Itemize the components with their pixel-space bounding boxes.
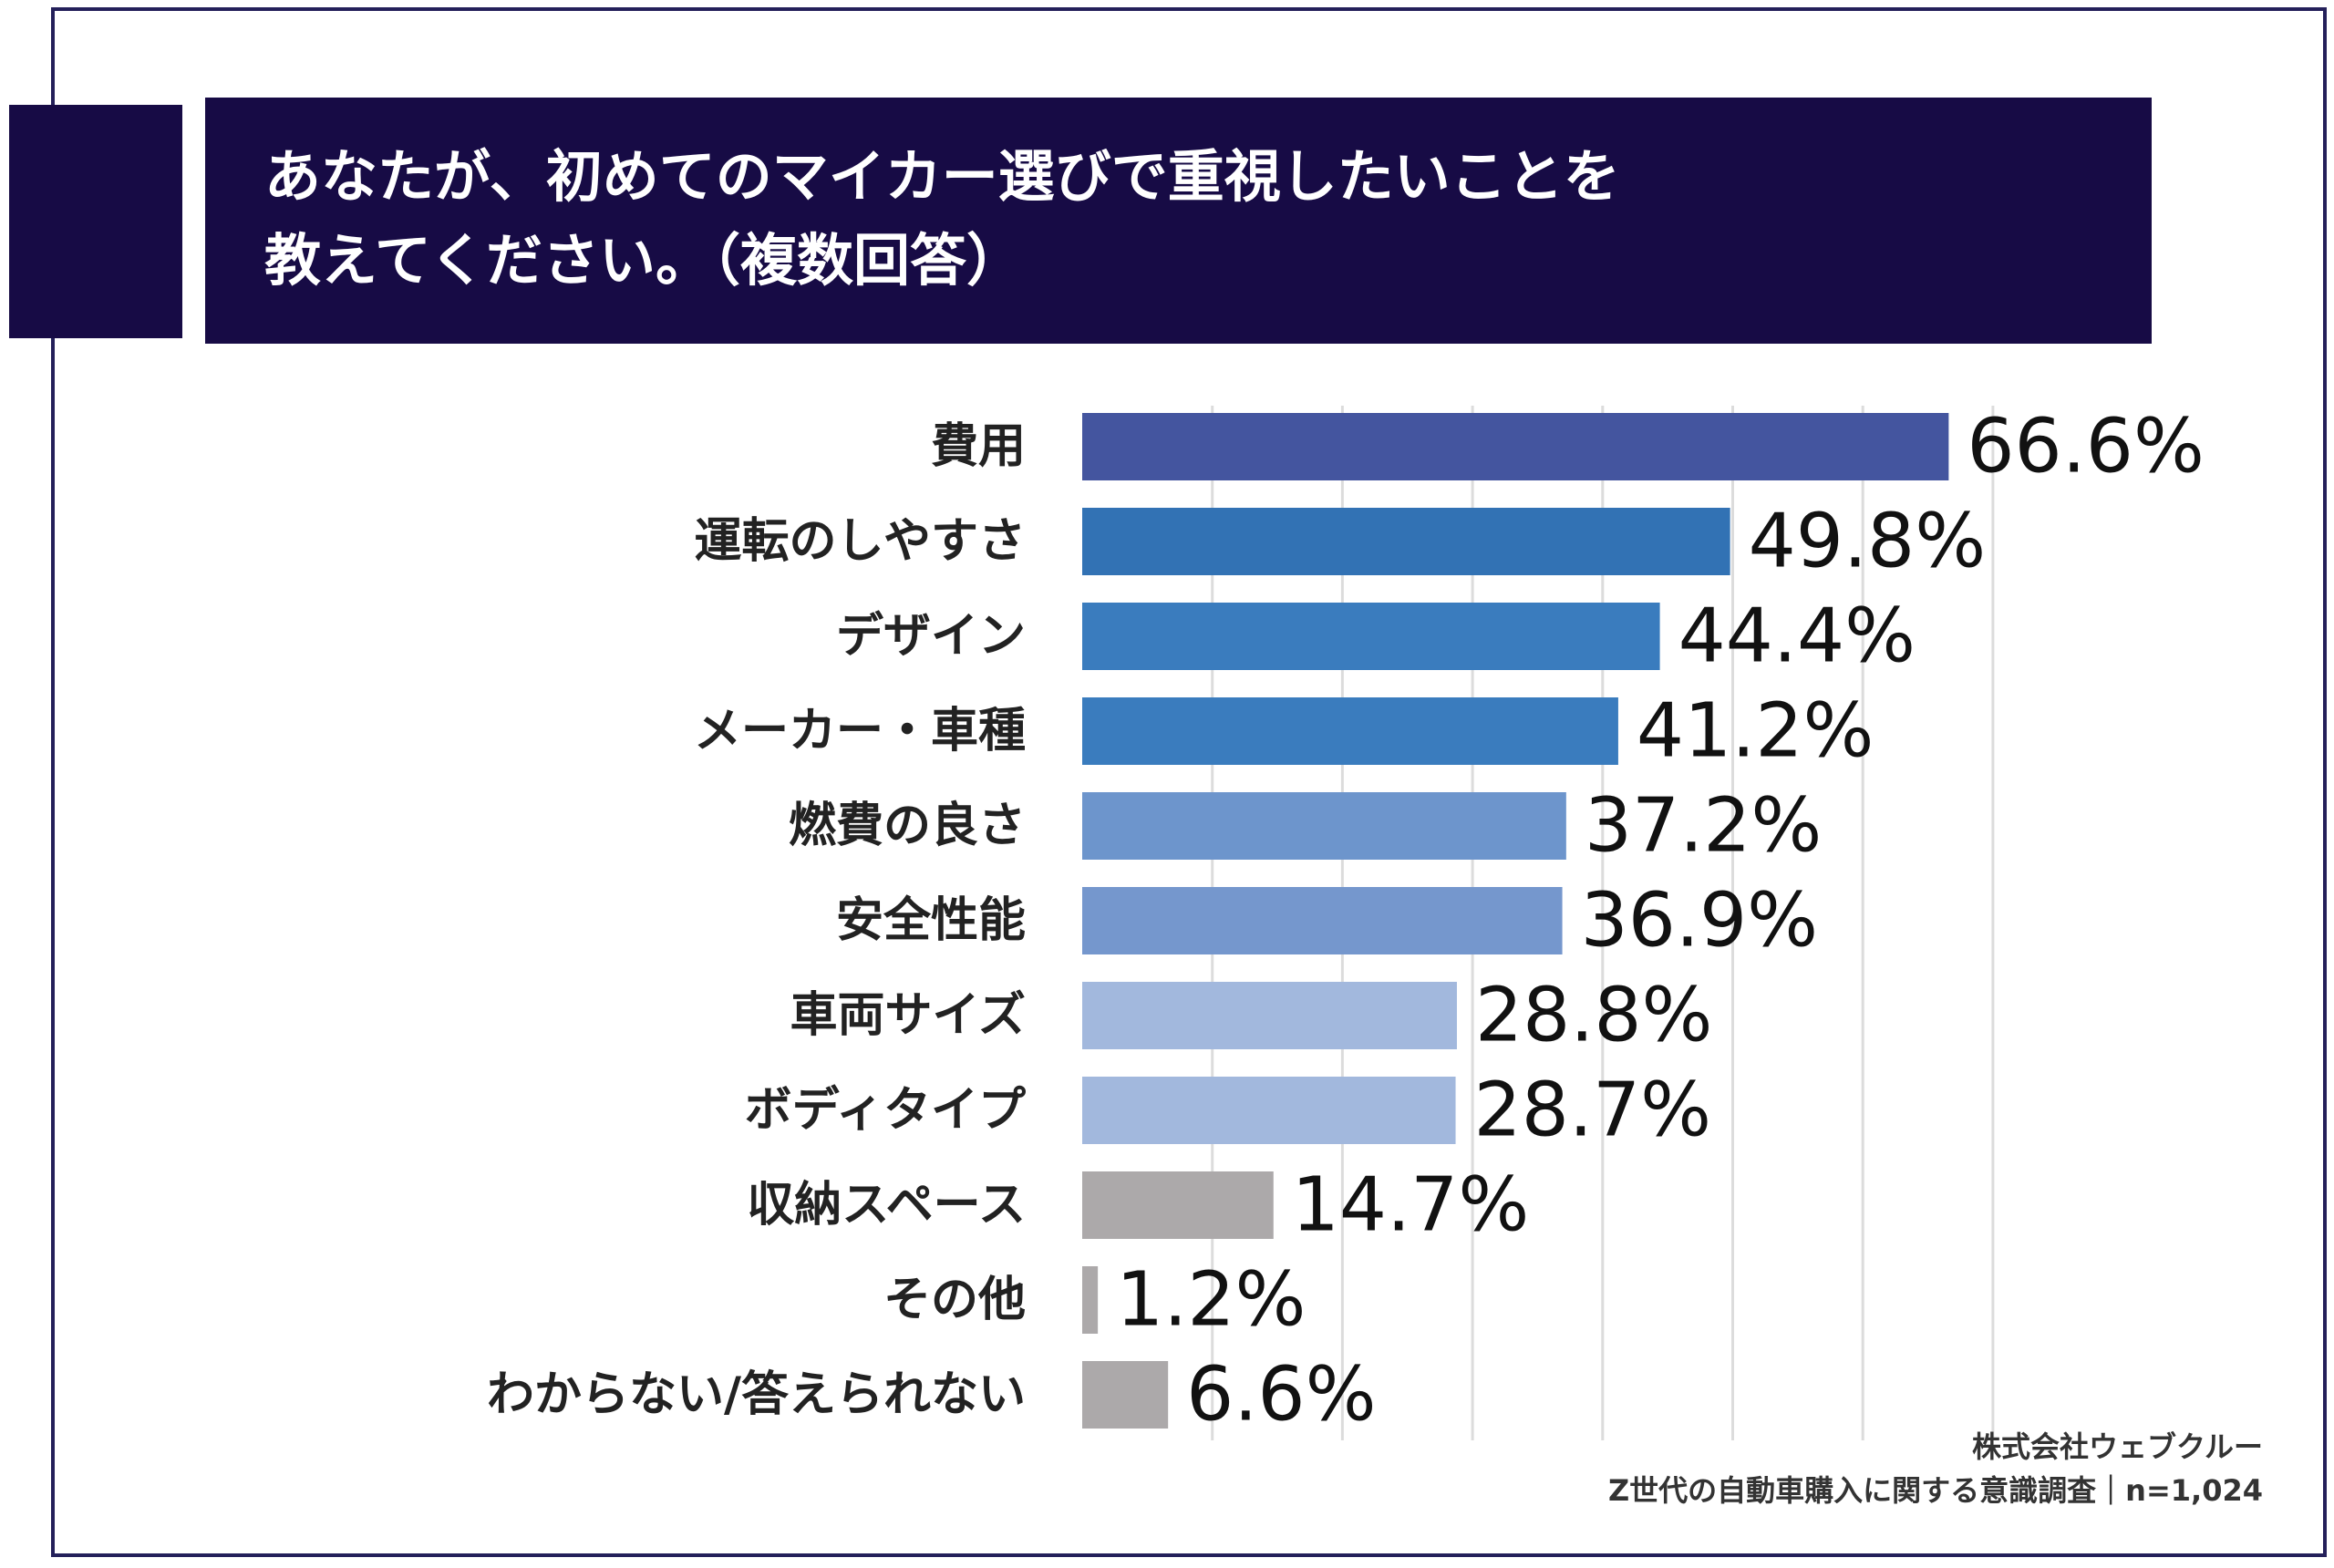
bar — [1082, 603, 1660, 670]
value-label: 28.7% — [1474, 1068, 1712, 1154]
bar — [1082, 1171, 1274, 1239]
category-label: わからない/答えられない — [487, 1367, 1026, 1422]
category-label: その他 — [883, 1273, 1026, 1327]
chart-title-line-1: あなたが、初めてのマイカー選びで重視したいことを — [264, 143, 1620, 210]
source-note: 株式会社ウェブクルー Z世代の自動車購入に関する意識調査｜n=1,024 — [1608, 1425, 2263, 1512]
value-label: 14.7% — [1292, 1162, 1530, 1249]
chart-title: あなたが、初めてのマイカー選びで重視したいことを 教えてください。（複数回答） — [264, 135, 2088, 303]
value-label: 6.6% — [1186, 1352, 1376, 1439]
category-label: 収納スペース — [747, 1178, 1026, 1233]
category-labels: 費用運転のしやすさデザインメーカー・車種燃費の良さ安全性能車両サイズボディタイプ… — [487, 419, 1026, 1422]
header-accent-block — [9, 105, 182, 338]
bar — [1082, 887, 1563, 954]
chart-frame — [51, 7, 2327, 1557]
category-label: 費用 — [931, 419, 1026, 474]
source-company: 株式会社ウェブクルー — [1971, 1429, 2263, 1464]
value-label: 1.2% — [1116, 1257, 1306, 1344]
category-label: 車両サイズ — [790, 988, 1026, 1043]
category-label: 運転のしやすさ — [695, 514, 1026, 569]
chart-title-line-2: 教えてください。（複数回答） — [264, 227, 1024, 294]
bars — [1082, 413, 1949, 1429]
category-label: メーカー・車種 — [694, 704, 1026, 758]
bar — [1082, 413, 1949, 480]
bar — [1082, 1266, 1099, 1334]
bar — [1082, 697, 1618, 765]
value-label: 36.9% — [1581, 878, 1819, 965]
header-banner — [205, 98, 2152, 344]
source-survey: Z世代の自動車購入に関する意識調査｜n=1,024 — [1607, 1473, 2263, 1508]
bar — [1082, 792, 1566, 860]
bar — [1082, 508, 1730, 575]
value-label: 49.8% — [1749, 499, 1987, 585]
category-label: デザイン — [836, 609, 1026, 664]
bar — [1082, 982, 1457, 1049]
value-labels: 66.6% 49.8%44.4%41.2%37.2%36.9%28.8% 28.7%… — [1116, 404, 2205, 1439]
value-label: 37.2% — [1585, 783, 1823, 870]
bar — [1082, 1361, 1169, 1429]
category-label: 燃費の良さ — [789, 799, 1026, 853]
category-label: ボディタイプ — [745, 1083, 1026, 1138]
value-label: 44.4% — [1678, 593, 1916, 680]
value-label: 28.8% — [1475, 973, 1713, 1059]
category-label: 安全性能 — [836, 893, 1026, 948]
bar — [1082, 1077, 1456, 1144]
value-label: 41.2% — [1637, 688, 1874, 775]
value-label: 66.6% — [1967, 404, 2205, 490]
